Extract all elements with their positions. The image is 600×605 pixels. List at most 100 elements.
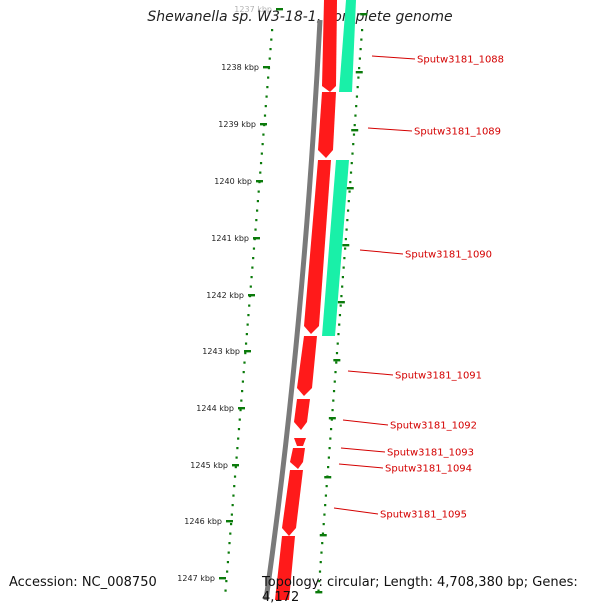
gene-track-dot bbox=[324, 504, 327, 507]
scale-track-dot bbox=[271, 29, 274, 32]
gene-track-dot bbox=[360, 38, 363, 41]
scale-track-dot bbox=[261, 143, 264, 146]
scale-track-dot bbox=[262, 133, 265, 136]
gene-track-dot bbox=[344, 247, 347, 250]
scale-track-dot bbox=[228, 542, 231, 545]
scale-track-dot bbox=[252, 257, 255, 260]
gene-label-leaders bbox=[333, 55, 416, 515]
gene-track-major-tick bbox=[360, 13, 368, 16]
scale-track-dot bbox=[246, 323, 249, 326]
scale-track-dot bbox=[260, 152, 263, 155]
scale-track-dot bbox=[239, 409, 242, 412]
scale-track-dot bbox=[263, 114, 267, 117]
gene-label-leader bbox=[359, 249, 404, 255]
gene-track-dot bbox=[349, 181, 352, 184]
gene-track-dot bbox=[330, 418, 333, 421]
major-tick bbox=[248, 294, 255, 297]
scale-track-dot bbox=[237, 437, 240, 440]
scale-track-dot bbox=[259, 162, 263, 165]
gene-track-dot bbox=[354, 114, 357, 117]
scale-label: 1238 kbp bbox=[221, 63, 259, 72]
scale-track-dot bbox=[250, 276, 253, 279]
scale-track-dot bbox=[230, 513, 233, 516]
scale-track-dot bbox=[238, 418, 241, 421]
gene-track-dot bbox=[319, 561, 322, 564]
accession-text: Accession: NC_008750 bbox=[9, 575, 157, 590]
gene-label-leader bbox=[342, 419, 389, 426]
scale-track-dot bbox=[269, 48, 272, 51]
gene-track-dot bbox=[331, 409, 334, 412]
gene-track-dot bbox=[350, 162, 353, 165]
gene-track-major-tick bbox=[328, 417, 336, 420]
scale-label: 1243 kbp bbox=[202, 347, 240, 356]
map-title: Shewanella sp. W3-18-1, complete genome bbox=[147, 9, 453, 25]
gene-track-dot bbox=[318, 580, 321, 583]
gene-track-dot bbox=[355, 95, 359, 98]
major-tick bbox=[232, 464, 239, 467]
gene-track-dot bbox=[329, 437, 332, 440]
gene-track-major-tick bbox=[355, 71, 363, 74]
gene-track-dot bbox=[337, 333, 340, 336]
scale-track-dot bbox=[226, 561, 230, 564]
gene-track-major-tick bbox=[324, 476, 332, 479]
scale-track-dot bbox=[236, 447, 239, 450]
scale-track-dot bbox=[270, 38, 273, 41]
gene-label: Sputw3181_1093 bbox=[387, 448, 474, 459]
gene-track-dot bbox=[327, 466, 330, 469]
gene-track-major-tick bbox=[315, 591, 323, 594]
gene-label: Sputw3181_1094 bbox=[385, 464, 472, 475]
major-tick bbox=[253, 237, 260, 240]
gene-track-dot bbox=[361, 29, 364, 32]
scale-track-dot bbox=[241, 390, 244, 393]
scale-track-dot bbox=[255, 219, 258, 222]
gene-track-dot bbox=[342, 266, 345, 269]
gene-block bbox=[275, 536, 295, 600]
gene-labels: Sputw3181_1088 Sputw3181_1089 Sputw3181_10… bbox=[380, 55, 504, 521]
gene-track-dot bbox=[333, 380, 336, 383]
major-tick bbox=[226, 520, 233, 523]
scale-track-dot bbox=[233, 475, 237, 478]
scale-track-dot bbox=[265, 95, 268, 98]
scale-track-dot bbox=[233, 485, 236, 488]
scale-track-dot bbox=[226, 570, 229, 573]
gene-track-dot bbox=[317, 589, 320, 592]
gene-track-major-tick bbox=[319, 534, 327, 537]
gene-label-leader bbox=[333, 507, 379, 515]
scale-track-dot bbox=[229, 523, 233, 526]
gene-block bbox=[282, 470, 303, 536]
gene-block bbox=[304, 160, 331, 334]
scale-track-dot bbox=[234, 466, 237, 469]
gene-track-dot bbox=[320, 551, 323, 554]
gene-block bbox=[322, 0, 337, 92]
gene-label: Sputw3181_1091 bbox=[395, 371, 482, 382]
gene-track-major-tick bbox=[342, 244, 350, 247]
gene-track-dot bbox=[349, 171, 353, 174]
scale-track-dot bbox=[231, 504, 234, 507]
gene-track-dot bbox=[352, 133, 356, 136]
gene-track-dot bbox=[355, 105, 358, 108]
scale-track-dot bbox=[232, 494, 235, 497]
gene-track-dot bbox=[357, 76, 360, 79]
gene-block bbox=[294, 438, 306, 446]
gene-track-dot bbox=[352, 143, 355, 146]
scale-track-dot bbox=[254, 228, 257, 231]
scale-label: 1242 kbp bbox=[206, 291, 244, 300]
gene-label-leader bbox=[338, 463, 384, 469]
gene-track-dot bbox=[345, 228, 348, 231]
scale-track-dot bbox=[241, 380, 245, 383]
major-tick bbox=[219, 577, 226, 580]
gene-block-reverse bbox=[339, 0, 356, 92]
scale-track-dot bbox=[256, 200, 260, 203]
scale-track-dot bbox=[245, 333, 248, 336]
gene-track-dot bbox=[351, 152, 354, 155]
scale-labels: 1237 kbp 1238 kbp 1239 kbp 1240 kbp 1241 kbp… bbox=[177, 5, 283, 583]
gene-track-dot bbox=[347, 200, 350, 203]
scale-track-dot bbox=[244, 342, 248, 345]
scale-track-dot bbox=[267, 76, 270, 79]
scale-label: 1241 kbp bbox=[211, 234, 249, 243]
major-tick bbox=[256, 180, 263, 183]
scale-track-dot bbox=[256, 209, 259, 212]
scale-label: 1246 kbp bbox=[184, 517, 222, 526]
genome-backbone bbox=[263, 19, 323, 600]
